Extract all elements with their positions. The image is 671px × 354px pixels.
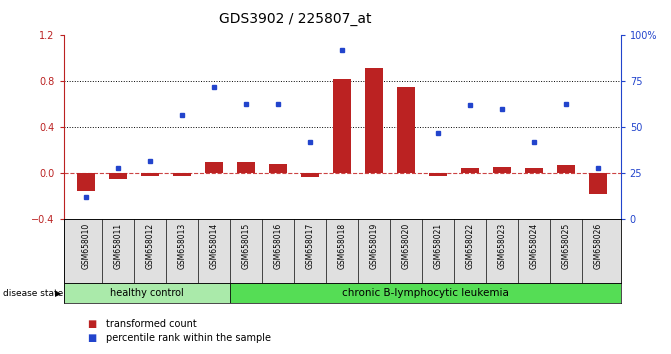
- Bar: [198, 219, 230, 283]
- Bar: [102, 219, 134, 283]
- Text: GSM658015: GSM658015: [242, 223, 251, 269]
- Bar: [589, 173, 607, 194]
- Text: GSM658017: GSM658017: [306, 223, 315, 269]
- Text: GSM658011: GSM658011: [113, 223, 123, 269]
- Bar: [366, 68, 383, 173]
- Bar: [358, 219, 391, 283]
- Text: percentile rank within the sample: percentile rank within the sample: [106, 333, 271, 343]
- Bar: [326, 219, 358, 283]
- Bar: [301, 173, 319, 177]
- Bar: [582, 219, 621, 283]
- Text: GSM658023: GSM658023: [498, 223, 507, 269]
- Bar: [462, 168, 479, 173]
- Bar: [64, 283, 230, 303]
- Text: GSM658014: GSM658014: [209, 223, 219, 269]
- Text: GSM658018: GSM658018: [338, 223, 347, 269]
- Text: GSM658012: GSM658012: [146, 223, 154, 269]
- Text: GSM658024: GSM658024: [530, 223, 539, 269]
- Bar: [269, 164, 287, 173]
- Bar: [454, 219, 486, 283]
- Bar: [230, 219, 262, 283]
- Text: healthy control: healthy control: [110, 288, 184, 298]
- Text: transformed count: transformed count: [106, 319, 197, 329]
- Text: GSM658026: GSM658026: [594, 223, 603, 269]
- Bar: [166, 219, 198, 283]
- Text: GSM658010: GSM658010: [82, 223, 91, 269]
- Text: GSM658019: GSM658019: [370, 223, 378, 269]
- Text: GSM658022: GSM658022: [466, 223, 475, 269]
- Bar: [518, 219, 550, 283]
- Text: chronic B-lymphocytic leukemia: chronic B-lymphocytic leukemia: [342, 288, 509, 298]
- Text: disease state: disease state: [3, 289, 64, 298]
- Bar: [173, 173, 191, 176]
- Bar: [333, 79, 351, 173]
- Bar: [493, 166, 511, 173]
- Bar: [550, 219, 582, 283]
- Text: ■: ■: [87, 333, 97, 343]
- Bar: [142, 173, 159, 176]
- Text: ▶: ▶: [55, 289, 62, 298]
- Bar: [422, 219, 454, 283]
- Text: GSM658025: GSM658025: [562, 223, 571, 269]
- Bar: [262, 219, 294, 283]
- Bar: [391, 219, 422, 283]
- Bar: [397, 87, 415, 173]
- Text: GSM658016: GSM658016: [274, 223, 282, 269]
- Text: GSM658020: GSM658020: [402, 223, 411, 269]
- Bar: [64, 219, 102, 283]
- Bar: [238, 162, 255, 173]
- Bar: [109, 173, 127, 179]
- Bar: [77, 173, 95, 191]
- Bar: [294, 219, 326, 283]
- Text: GSM658021: GSM658021: [433, 223, 443, 269]
- Bar: [525, 168, 543, 173]
- Text: GSM658013: GSM658013: [178, 223, 187, 269]
- Bar: [134, 219, 166, 283]
- Bar: [230, 283, 621, 303]
- Bar: [486, 219, 518, 283]
- Text: ■: ■: [87, 319, 97, 329]
- Bar: [558, 165, 575, 173]
- Bar: [205, 162, 223, 173]
- Text: GDS3902 / 225807_at: GDS3902 / 225807_at: [219, 12, 372, 27]
- Bar: [429, 173, 447, 176]
